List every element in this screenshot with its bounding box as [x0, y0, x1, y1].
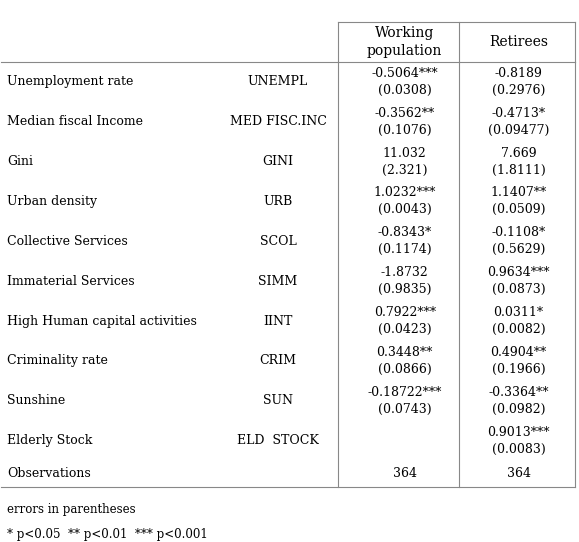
Text: Gini: Gini: [7, 155, 33, 168]
Text: SIMM: SIMM: [258, 275, 298, 288]
Text: SCOL: SCOL: [259, 235, 296, 248]
Text: Criminality rate: Criminality rate: [7, 354, 108, 367]
Text: Unemployment rate: Unemployment rate: [7, 75, 134, 88]
Text: -1.8732
(0.9835): -1.8732 (0.9835): [378, 266, 431, 296]
Text: 7.669
(1.8111): 7.669 (1.8111): [492, 146, 545, 177]
Text: 0.3448**
(0.0866): 0.3448** (0.0866): [376, 346, 433, 376]
Text: -0.3364**
(0.0982): -0.3364** (0.0982): [488, 386, 549, 416]
Text: 1.0232***
(0.0043): 1.0232*** (0.0043): [373, 186, 436, 216]
Text: GINI: GINI: [262, 155, 294, 168]
Text: Retirees: Retirees: [489, 35, 548, 49]
Text: 0.7922***
(0.0423): 0.7922*** (0.0423): [373, 306, 436, 336]
Text: Median fiscal Income: Median fiscal Income: [7, 115, 143, 128]
Text: SUN: SUN: [263, 395, 293, 408]
Text: Observations: Observations: [7, 467, 91, 480]
Text: 0.0311*
(0.0082): 0.0311* (0.0082): [492, 306, 545, 336]
Text: URB: URB: [263, 195, 292, 208]
Text: Immaterial Services: Immaterial Services: [7, 275, 135, 288]
Text: Sunshine: Sunshine: [7, 395, 65, 408]
Text: * p<0.05  ** p<0.01  *** p<0.001: * p<0.05 ** p<0.01 *** p<0.001: [7, 528, 208, 541]
Text: 0.9013***
(0.0083): 0.9013*** (0.0083): [488, 426, 550, 456]
Text: High Human capital activities: High Human capital activities: [7, 314, 197, 327]
Text: 0.9634***
(0.0873): 0.9634*** (0.0873): [488, 266, 550, 296]
Text: -0.18722***
(0.0743): -0.18722*** (0.0743): [368, 386, 442, 416]
Text: UNEMPL: UNEMPL: [248, 75, 308, 88]
Text: -0.8343*
(0.1174): -0.8343* (0.1174): [378, 227, 432, 256]
Text: -0.8189
(0.2976): -0.8189 (0.2976): [492, 67, 545, 96]
Text: -0.4713*
(0.09477): -0.4713* (0.09477): [488, 107, 549, 137]
Text: IINT: IINT: [263, 314, 292, 327]
Text: Working
population: Working population: [367, 27, 442, 58]
Text: 364: 364: [507, 467, 530, 480]
Text: MED FISC.INC: MED FISC.INC: [229, 115, 327, 128]
Text: -0.5064***
(0.0308): -0.5064*** (0.0308): [372, 67, 438, 96]
Text: -0.3562**
(0.1076): -0.3562** (0.1076): [375, 107, 435, 137]
Text: 11.032
(2.321): 11.032 (2.321): [382, 146, 427, 177]
Text: 0.4904**
(0.1966): 0.4904** (0.1966): [490, 346, 547, 376]
Text: 1.1407**
(0.0509): 1.1407** (0.0509): [490, 186, 547, 216]
Text: Elderly Stock: Elderly Stock: [7, 434, 93, 447]
Text: CRIM: CRIM: [259, 354, 296, 367]
Text: 364: 364: [393, 467, 417, 480]
Text: errors in parentheses: errors in parentheses: [7, 503, 136, 516]
Text: Collective Services: Collective Services: [7, 235, 128, 248]
Text: -0.1108*
(0.5629): -0.1108* (0.5629): [492, 227, 545, 256]
Text: ELD  STOCK: ELD STOCK: [237, 434, 319, 447]
Text: Urban density: Urban density: [7, 195, 97, 208]
